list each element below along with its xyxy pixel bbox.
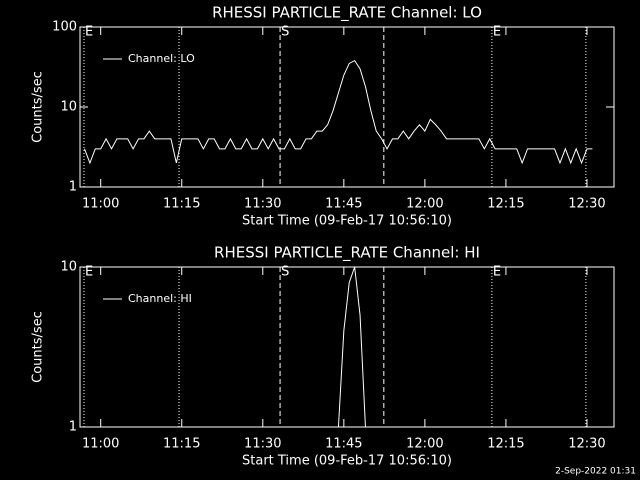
event-label: E bbox=[493, 25, 501, 40]
x-tick-label: 12:00 bbox=[406, 197, 443, 212]
x-tick-label: 11:45 bbox=[325, 197, 362, 212]
chart-title: RHESSI PARTICLE_RATE Channel: HI bbox=[214, 244, 480, 263]
event-label: E bbox=[493, 265, 501, 280]
x-axis-label: Start Time (09-Feb-17 10:56:10) bbox=[242, 454, 452, 469]
x-tick-label: 11:15 bbox=[163, 197, 200, 212]
chart-title: RHESSI PARTICLE_RATE Channel: LO bbox=[212, 4, 482, 23]
y-tick-label: 10 bbox=[60, 100, 77, 115]
legend-label: Channel: HI bbox=[128, 292, 192, 305]
y-axis-label: Counts/sec bbox=[31, 71, 46, 143]
data-line bbox=[337, 266, 366, 428]
x-tick-label: 11:45 bbox=[325, 437, 362, 452]
data-line bbox=[84, 59, 593, 165]
x-tick-label: 12:15 bbox=[487, 197, 524, 212]
timestamp: 2-Sep-2022 01:31 bbox=[555, 467, 636, 477]
x-tick-label: 12:30 bbox=[568, 437, 605, 452]
y-tick-label: 1 bbox=[69, 180, 77, 195]
x-tick-label: 11:30 bbox=[244, 197, 281, 212]
event-label: S bbox=[281, 25, 289, 40]
x-tick-label: 12:00 bbox=[406, 437, 443, 452]
x-axis-label: Start Time (09-Feb-17 10:56:10) bbox=[242, 214, 452, 229]
x-tick-label: 11:00 bbox=[82, 437, 119, 452]
x-tick-label: 12:30 bbox=[568, 197, 605, 212]
x-tick-label: 12:15 bbox=[487, 437, 524, 452]
event-label: E bbox=[85, 25, 93, 40]
x-tick-label: 11:30 bbox=[244, 437, 281, 452]
legend-label: Channel: LO bbox=[128, 52, 195, 65]
event-label: S bbox=[281, 265, 289, 280]
y-axis-label: Counts/sec bbox=[31, 311, 46, 383]
x-tick-label: 11:00 bbox=[82, 197, 119, 212]
plot-frame bbox=[79, 26, 615, 188]
y-tick-label: 100 bbox=[52, 20, 77, 35]
y-tick-label: 1 bbox=[69, 420, 77, 435]
event-label: E bbox=[85, 265, 93, 280]
y-tick-label: 10 bbox=[60, 260, 77, 275]
plot-frame bbox=[79, 266, 615, 428]
x-tick-label: 11:15 bbox=[163, 437, 200, 452]
